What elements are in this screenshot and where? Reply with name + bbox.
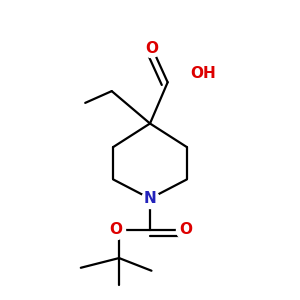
Text: O: O (110, 222, 123, 237)
Text: O: O (179, 222, 192, 237)
Text: N: N (144, 191, 156, 206)
Text: O: O (145, 41, 158, 56)
Text: OH: OH (190, 66, 216, 81)
